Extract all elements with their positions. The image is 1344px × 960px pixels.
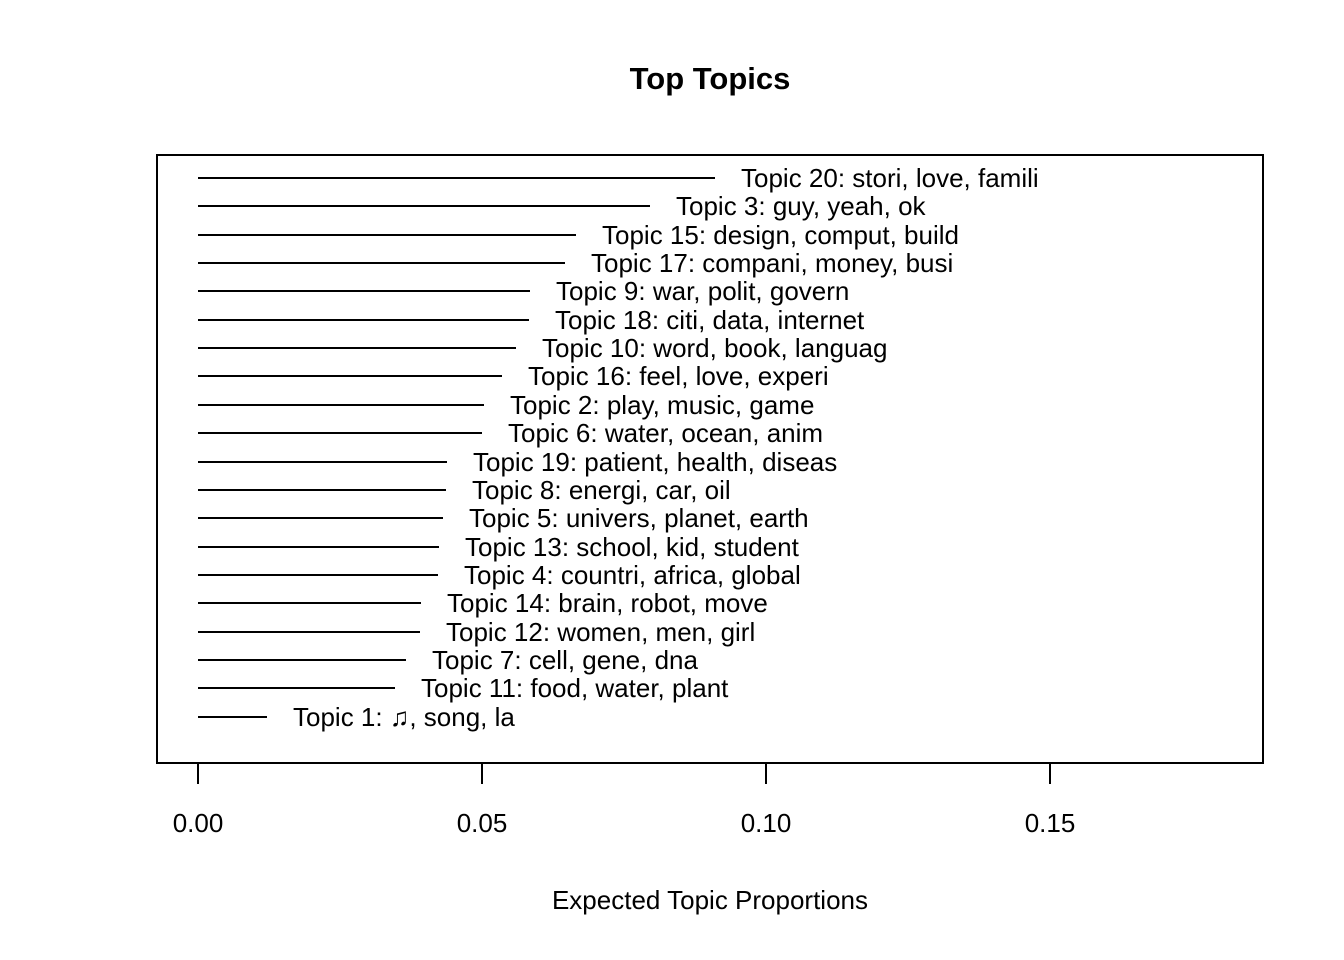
x-tick-mark [481, 764, 483, 784]
topic-line [198, 488, 446, 491]
x-tick-label: 0.05 [456, 808, 508, 838]
x-tick-label: 0.00 [172, 808, 224, 838]
topic-label: Topic 9: war, polit, govern [556, 276, 850, 307]
topic-label: Topic 15: design, comput, build [602, 219, 959, 250]
topic-label: Topic 8: energi, car, oil [472, 474, 731, 505]
topic-label: Topic 20: stori, love, famili [741, 163, 1039, 193]
topic-label: Topic 6: water, ocean, anim [508, 418, 824, 449]
topic-line [198, 375, 502, 378]
topic-label: Topic 18: citi, data, internet [555, 304, 865, 335]
topic-label: Topic 2: play, music, game [510, 389, 815, 420]
x-tick-label: 0.10 [740, 808, 792, 838]
topic-line [198, 233, 576, 236]
x-tick-label: 0.15 [1024, 808, 1076, 838]
topic-line [198, 347, 516, 350]
topic-line [198, 460, 447, 463]
plot-area [156, 154, 1264, 764]
topic-label: Topic 17: compani, money, busi [591, 248, 954, 279]
topic-label: Topic 19: patient, health, diseas [473, 446, 838, 477]
topic-label: Topic 16: feel, love, experi [528, 361, 829, 392]
topic-line [198, 658, 406, 661]
topic-line [198, 177, 715, 179]
topic-label: Topic 1: ♫, song, la [293, 701, 515, 732]
topic-label: Topic 12: women, men, girl [446, 616, 756, 647]
topic-label: Topic 3: guy, yeah, ok [676, 191, 926, 222]
topic-line [198, 205, 650, 208]
topic-line [198, 403, 484, 406]
topic-line [198, 715, 267, 718]
topic-label: Topic 7: cell, gene, dna [432, 644, 698, 675]
topic-line [198, 318, 529, 321]
x-axis-label: Expected Topic Proportions [551, 885, 869, 915]
topic-line [198, 687, 395, 690]
topic-label: Topic 13: school, kid, student [465, 531, 799, 562]
topic-label: Topic 5: univers, planet, earth [469, 503, 809, 534]
topic-line [198, 290, 530, 293]
topic-label: Topic 4: countri, africa, global [464, 559, 801, 590]
chart-title: Top Topics [629, 61, 791, 96]
topic-line [198, 432, 482, 435]
topic-line [198, 262, 565, 265]
topic-line [198, 573, 438, 576]
topic-line [198, 602, 421, 605]
topic-line [198, 545, 439, 548]
topic-line [198, 630, 420, 633]
topic-label: Topic 11: food, water, plant [421, 673, 729, 704]
x-tick-mark [1049, 764, 1051, 784]
x-tick-mark [765, 764, 767, 784]
x-tick-mark [197, 764, 199, 784]
topic-line [198, 517, 443, 520]
topic-label: Topic 10: word, book, languag [542, 333, 888, 364]
topic-label: Topic 14: brain, robot, move [447, 588, 768, 619]
